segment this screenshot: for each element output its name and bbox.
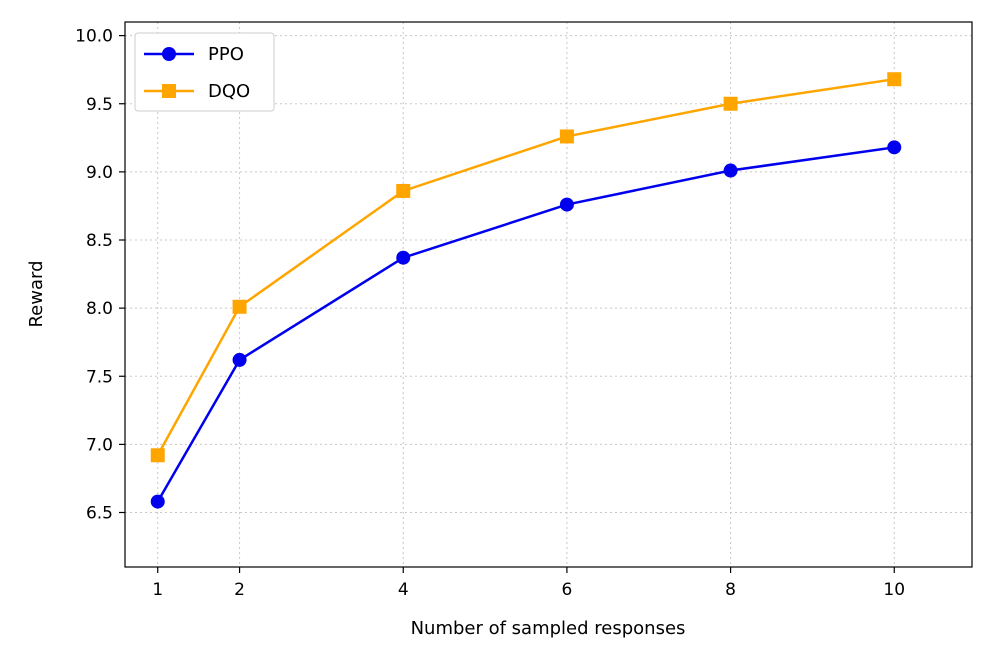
x-tick-label: 10 — [883, 580, 905, 600]
y-axis-ticks: 6.5 7.0 7.5 8.0 8.5 9.0 9.5 10.0 — [75, 27, 125, 524]
data-point-dqo — [396, 183, 411, 198]
data-point-ppo — [559, 197, 574, 212]
y-axis-label: Reward — [26, 260, 47, 327]
series-line-dqo — [156, 77, 895, 456]
y-tick-label: 7.0 — [86, 435, 113, 455]
data-point-ppo — [396, 250, 411, 265]
y-tick-label: 9.5 — [86, 95, 113, 115]
y-tick-label: 8.5 — [86, 231, 113, 251]
x-axis-label: Number of sampled responses — [411, 618, 686, 639]
x-tick-label: 6 — [561, 580, 572, 600]
data-point-dqo — [232, 299, 247, 314]
x-tick-label: 4 — [398, 580, 409, 600]
legend-marker-dqo — [162, 84, 176, 98]
data-point-ppo — [723, 163, 738, 178]
x-tick-label: 1 — [152, 580, 163, 600]
legend-label-dqo: DQO — [208, 81, 250, 102]
data-point-dqo — [150, 448, 165, 463]
data-point-dqo — [559, 129, 574, 144]
x-tick-label: 8 — [725, 580, 736, 600]
data-point-dqo — [887, 72, 902, 87]
legend: PPO DQO — [134, 32, 275, 112]
y-tick-label: 9.0 — [86, 163, 113, 183]
y-tick-label: 10.0 — [75, 27, 113, 47]
legend-box — [134, 32, 275, 112]
series-line-ppo — [156, 146, 895, 503]
data-point-ppo — [232, 352, 247, 367]
y-tick-label: 8.0 — [86, 299, 113, 319]
plot-frame — [124, 21, 973, 568]
legend-label-ppo: PPO — [208, 44, 244, 65]
y-tick-label: 7.5 — [86, 367, 113, 387]
series-layer — [150, 72, 902, 509]
y-tick-label: 6.5 — [86, 504, 113, 524]
data-point-ppo — [887, 140, 902, 155]
legend-marker-ppo — [162, 47, 176, 61]
x-tick-label: 2 — [234, 580, 245, 600]
data-point-dqo — [723, 96, 738, 111]
data-point-ppo — [150, 494, 165, 509]
x-axis-ticks: 1 2 4 6 8 10 — [152, 567, 905, 600]
